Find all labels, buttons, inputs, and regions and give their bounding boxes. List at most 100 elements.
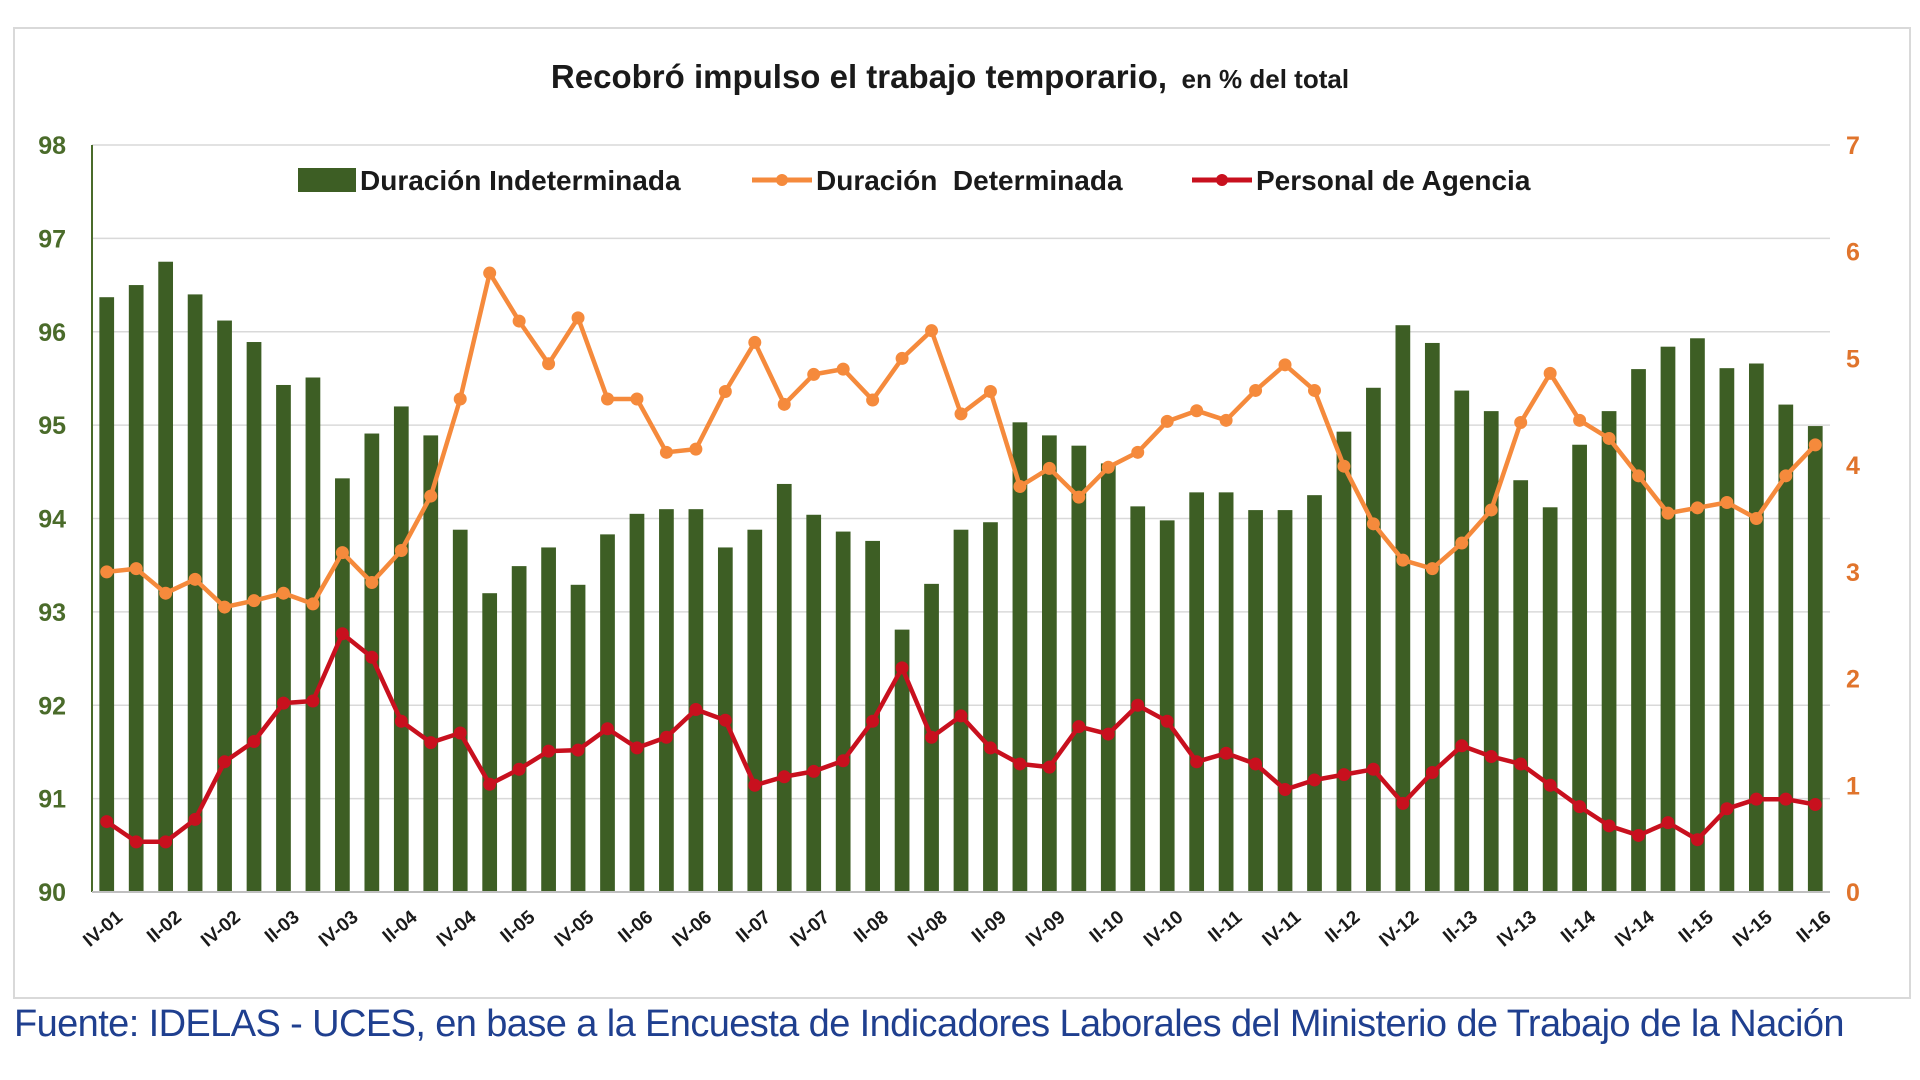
legend-marker-red	[1216, 174, 1228, 186]
bar	[1513, 480, 1529, 892]
bar	[1100, 463, 1116, 892]
y-left-tick-label: 94	[38, 506, 66, 534]
point-duracion-determinada	[1690, 501, 1704, 515]
bar	[1660, 346, 1676, 892]
y-right-tick-label: 5	[1846, 345, 1860, 373]
point-personal-agencia	[1337, 768, 1351, 782]
bar	[482, 593, 498, 892]
point-personal-agencia	[218, 755, 232, 769]
point-personal-agencia	[1131, 698, 1145, 712]
chart-title-main: Recobró impulso el trabajo temporario,	[551, 58, 1167, 95]
point-duracion-determinada	[1101, 460, 1115, 474]
point-duracion-determinada	[1720, 495, 1734, 509]
bar	[600, 534, 615, 892]
point-personal-agencia	[1013, 757, 1027, 771]
point-duracion-determinada	[1366, 517, 1380, 531]
point-personal-agencia	[659, 730, 673, 744]
point-duracion-determinada	[954, 407, 968, 421]
point-personal-agencia	[1632, 828, 1646, 842]
point-duracion-determinada	[748, 335, 762, 349]
point-duracion-determinada	[718, 385, 732, 399]
point-personal-agencia	[1661, 816, 1675, 830]
bar	[1071, 445, 1087, 892]
point-personal-agencia	[365, 650, 379, 664]
point-duracion-determinada	[836, 362, 850, 376]
point-personal-agencia	[718, 713, 732, 727]
bar	[659, 509, 674, 892]
point-duracion-determinada	[1573, 413, 1587, 427]
bar	[570, 584, 586, 892]
point-personal-agencia	[1278, 783, 1292, 797]
point-duracion-determinada	[1602, 431, 1616, 445]
point-duracion-determinada	[1455, 536, 1469, 550]
point-duracion-determinada	[895, 351, 909, 365]
point-duracion-determinada	[365, 576, 379, 590]
point-personal-agencia	[1160, 714, 1174, 728]
bar	[1483, 411, 1499, 892]
point-personal-agencia	[1307, 773, 1321, 787]
y-left-tick-label: 92	[38, 692, 66, 720]
bar	[452, 529, 468, 892]
point-personal-agencia	[807, 764, 821, 778]
point-personal-agencia	[1219, 746, 1233, 760]
y-right-tick-label: 3	[1846, 559, 1860, 587]
point-duracion-determinada	[777, 397, 791, 411]
point-duracion-determinada	[218, 600, 232, 614]
bar	[305, 377, 321, 892]
point-personal-agencia	[1779, 792, 1793, 806]
bar	[1778, 404, 1794, 892]
bar	[688, 509, 704, 892]
point-personal-agencia	[925, 730, 939, 744]
point-duracion-determinada	[1514, 415, 1528, 429]
point-personal-agencia	[954, 709, 968, 723]
bar	[1307, 495, 1322, 892]
point-personal-agencia	[1690, 833, 1704, 847]
point-personal-agencia	[188, 812, 202, 826]
point-personal-agencia	[1042, 760, 1056, 774]
point-duracion-determinada	[659, 445, 673, 459]
point-duracion-determinada	[247, 594, 261, 608]
legend-item-duracion-determinada: Duración Determinada	[752, 165, 1123, 196]
y-left-tick-label: 90	[38, 879, 66, 907]
bar	[1336, 431, 1352, 892]
bar	[1601, 411, 1617, 892]
point-duracion-determinada	[159, 586, 173, 600]
bar	[1366, 387, 1381, 892]
point-personal-agencia	[483, 777, 497, 791]
y-right-tick-label: 0	[1846, 879, 1860, 907]
point-duracion-determinada	[542, 357, 556, 371]
y-right-tick-label: 6	[1846, 239, 1860, 267]
point-duracion-determinada	[1219, 413, 1233, 427]
point-duracion-determinada	[306, 597, 320, 611]
y-left-tick-label: 91	[38, 786, 66, 814]
y-right-tick-label: 4	[1846, 452, 1860, 480]
bar	[511, 566, 527, 892]
bar	[806, 514, 822, 892]
point-personal-agencia	[129, 835, 143, 849]
point-duracion-determinada	[983, 385, 997, 399]
bar	[1542, 507, 1558, 892]
point-personal-agencia	[689, 703, 703, 717]
legend-item-duracion-indeterminada: Duración Indeterminada	[298, 165, 681, 196]
point-duracion-determinada	[512, 314, 526, 328]
bar	[335, 478, 350, 892]
point-duracion-determinada	[807, 367, 821, 381]
bar	[894, 629, 910, 892]
point-duracion-determinada	[424, 489, 438, 503]
bar	[276, 384, 291, 892]
bar	[1189, 492, 1205, 892]
point-duracion-determinada	[1779, 469, 1793, 483]
point-duracion-determinada	[335, 546, 349, 560]
point-personal-agencia	[1455, 739, 1469, 753]
point-duracion-determinada	[483, 266, 497, 280]
point-duracion-determinada	[100, 565, 114, 579]
point-personal-agencia	[571, 743, 585, 757]
y-right-tick-label: 1	[1846, 772, 1860, 800]
point-duracion-determinada	[1249, 383, 1263, 397]
bar	[1012, 422, 1028, 892]
point-personal-agencia	[1808, 797, 1822, 811]
bar	[629, 513, 645, 892]
bar	[747, 529, 763, 892]
